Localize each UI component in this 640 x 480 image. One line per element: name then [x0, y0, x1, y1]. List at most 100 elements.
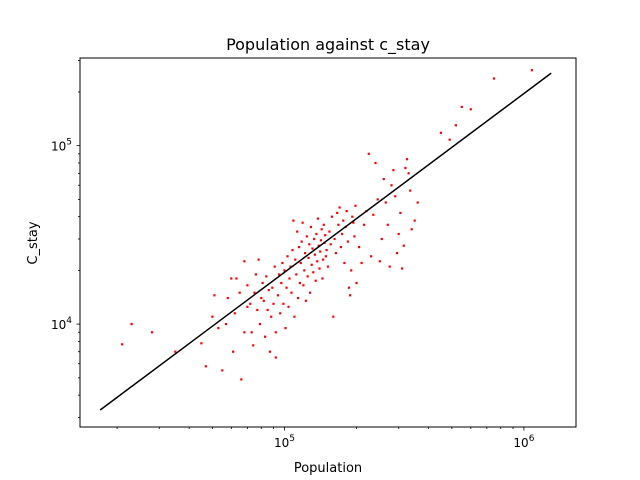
- data-point: [313, 237, 316, 241]
- data-point: [226, 296, 229, 300]
- data-point: [312, 271, 315, 274]
- data-point: [326, 265, 330, 268]
- data-point: [267, 289, 270, 292]
- data-point: [319, 239, 322, 242]
- data-point: [460, 105, 463, 108]
- data-point: [296, 230, 299, 233]
- x-axis-label: Population: [294, 461, 362, 476]
- data-point: [337, 223, 340, 226]
- data-point: [352, 221, 355, 224]
- data-point: [382, 178, 385, 181]
- data-point: [279, 312, 282, 315]
- y-axis-label: C_stay: [26, 221, 41, 264]
- data-point: [249, 302, 252, 305]
- data-point: [266, 308, 269, 312]
- data-point: [252, 344, 255, 347]
- data-point: [262, 299, 265, 302]
- data-point: [370, 255, 373, 258]
- data-point: [287, 305, 290, 308]
- data-point: [233, 312, 236, 315]
- data-point: [299, 261, 302, 265]
- data-point: [243, 260, 246, 263]
- data-point: [351, 215, 354, 218]
- data-point: [399, 211, 402, 214]
- data-point: [336, 211, 339, 214]
- data-point: [278, 273, 281, 276]
- data-point: [367, 152, 370, 155]
- data-point: [345, 210, 348, 213]
- data-point: [360, 261, 363, 265]
- data-point: [332, 315, 335, 318]
- data-point: [416, 201, 419, 204]
- data-point: [405, 158, 409, 161]
- data-point: [328, 230, 331, 233]
- trend-line: [99, 72, 552, 411]
- data-point: [291, 249, 294, 252]
- data-point: [338, 206, 341, 209]
- data-point: [309, 225, 312, 229]
- data-point: [397, 232, 400, 236]
- data-point: [454, 124, 457, 127]
- data-point: [213, 294, 216, 297]
- data-point: [316, 217, 320, 220]
- data-point: [257, 258, 260, 261]
- data-point: [294, 258, 297, 261]
- data-point: [281, 261, 284, 265]
- data-point: [448, 138, 451, 141]
- data-point: [492, 77, 496, 80]
- data-point: [353, 235, 356, 238]
- data-point: [301, 221, 304, 224]
- data-point: [372, 213, 375, 216]
- data-point: [304, 252, 307, 255]
- data-point: [238, 291, 241, 294]
- data-point: [346, 240, 349, 243]
- data-point: [390, 184, 393, 187]
- data-point: [341, 232, 344, 236]
- data-point: [200, 342, 203, 345]
- data-point: [315, 232, 318, 236]
- data-point: [376, 198, 379, 201]
- data-point: [221, 369, 224, 372]
- data-point: [469, 108, 472, 111]
- data-point: [253, 291, 256, 294]
- data-point: [413, 219, 416, 222]
- data-point: [292, 219, 295, 222]
- data-point: [274, 356, 277, 359]
- data-point: [339, 246, 342, 249]
- data-point: [283, 269, 286, 272]
- data-point: [322, 223, 325, 226]
- data-point: [407, 172, 410, 175]
- data-point: [347, 286, 351, 289]
- data-point: [300, 240, 303, 243]
- data-point: [235, 277, 238, 280]
- data-point: [243, 331, 246, 334]
- data-point: [386, 223, 389, 226]
- data-point: [342, 219, 345, 222]
- data-point: [384, 201, 387, 204]
- data-point: [264, 335, 267, 338]
- data-point: [530, 69, 533, 72]
- data-point: [297, 246, 301, 249]
- data-point: [313, 253, 316, 256]
- data-point: [130, 323, 133, 326]
- data-point: [309, 291, 312, 294]
- plot-area: [79, 57, 577, 428]
- data-point: [334, 252, 337, 255]
- data-point: [282, 302, 285, 305]
- data-point: [319, 250, 322, 253]
- data-point: [246, 284, 249, 287]
- data-point: [306, 275, 309, 278]
- data-point: [404, 166, 407, 170]
- data-point: [284, 327, 287, 330]
- data-point: [410, 228, 413, 231]
- data-point: [286, 255, 289, 258]
- y-tick-label: 105: [51, 138, 72, 154]
- chart-title: Population against c_stay: [226, 35, 430, 55]
- data-point: [325, 249, 328, 252]
- data-point: [302, 284, 305, 287]
- data-point: [395, 252, 399, 255]
- data-point: [232, 350, 235, 353]
- x-tick-label: 105: [274, 434, 295, 450]
- data-point: [224, 323, 228, 326]
